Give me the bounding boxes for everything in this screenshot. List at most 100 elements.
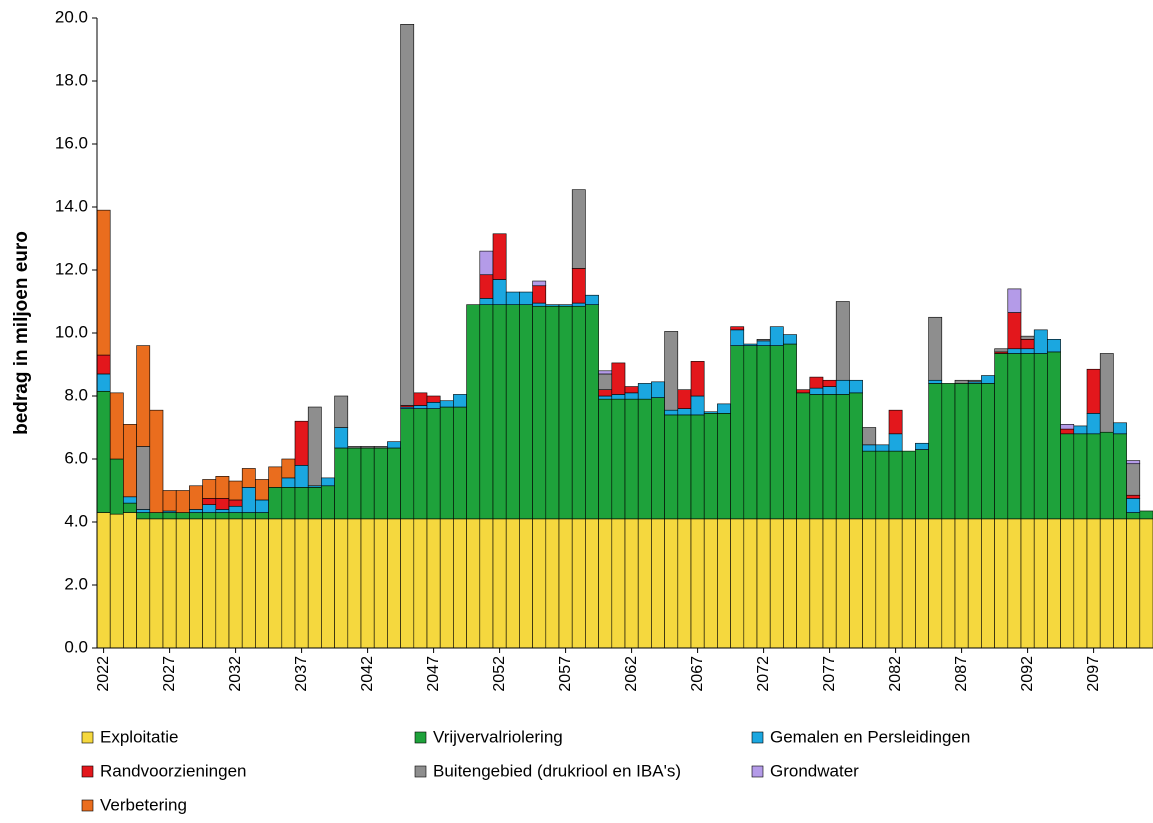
- bar-segment: [585, 294, 599, 305]
- bar-segment: [96, 373, 111, 392]
- bar-segment: [901, 518, 916, 649]
- bar-segment: [532, 280, 547, 287]
- bar-segment: [571, 302, 586, 307]
- bar-segment: [862, 444, 877, 452]
- bar-segment: [426, 401, 441, 409]
- bar-segment: [598, 398, 613, 520]
- bar-segment: [994, 518, 1009, 649]
- bar-segment: [624, 518, 639, 649]
- bar-segment: [809, 394, 824, 520]
- x-tick-label: 2067: [689, 656, 706, 692]
- x-tick-label: 2042: [359, 656, 376, 692]
- bar-segment: [1139, 510, 1153, 520]
- bar-segment: [1020, 518, 1035, 649]
- bar-segment: [1126, 518, 1141, 649]
- bar-segment: [981, 375, 995, 384]
- bar-segment: [835, 518, 850, 649]
- bar-segment: [1047, 351, 1061, 520]
- bar-segment: [1099, 431, 1114, 520]
- bar-segment: [426, 518, 441, 649]
- bar-segment: [268, 518, 283, 649]
- bar-segment: [189, 485, 203, 510]
- x-tick-label: 2022: [95, 656, 112, 692]
- bar-segment: [175, 490, 190, 513]
- bar-segment: [241, 468, 256, 488]
- bar-segment: [162, 490, 177, 512]
- bar-segment: [717, 518, 731, 649]
- bar-segment: [387, 518, 401, 649]
- bar-segment: [967, 383, 982, 520]
- bar-segment: [664, 409, 679, 416]
- bar-segment: [835, 301, 850, 381]
- x-tick-label: 2092: [1019, 656, 1036, 692]
- bar-segment: [426, 395, 441, 403]
- x-tick-label: 2077: [821, 656, 838, 692]
- bar-segment: [413, 392, 428, 406]
- bar-segment: [334, 427, 349, 449]
- bar-segment: [928, 316, 943, 381]
- x-tick-label: 2037: [293, 656, 310, 692]
- bar-segment: [202, 498, 217, 505]
- y-tick-label: 2.0: [64, 574, 88, 593]
- legend-label: Verbetering: [100, 795, 187, 814]
- bar-segment: [690, 518, 705, 649]
- bar-segment: [822, 518, 837, 649]
- bar-segment: [994, 348, 1009, 353]
- bar-segment: [677, 414, 692, 520]
- bar-segment: [756, 340, 771, 346]
- bar-segment: [413, 518, 428, 649]
- bar-segment: [400, 408, 415, 520]
- bar-segment: [334, 447, 349, 520]
- bar-segment: [862, 518, 877, 649]
- bar-segment: [558, 305, 573, 520]
- bar-segment: [413, 405, 428, 409]
- bar-segment: [1007, 348, 1022, 354]
- bar-segment: [215, 476, 230, 499]
- bar-segment: [690, 361, 705, 397]
- bar-segment: [637, 398, 652, 520]
- bar-segment: [1113, 433, 1127, 520]
- bar-segment: [96, 209, 111, 356]
- x-tick-label: 2082: [887, 656, 904, 692]
- bar-segment: [96, 354, 111, 375]
- bar-segment: [466, 304, 481, 520]
- legend-label: Grondwater: [770, 761, 859, 780]
- bar-segment: [466, 518, 481, 649]
- bar-segment: [175, 518, 190, 649]
- legend-swatch: [414, 765, 427, 778]
- bar-segment: [888, 450, 903, 520]
- bar-segment: [479, 304, 494, 520]
- bar-segment: [954, 518, 969, 649]
- bar-segment: [703, 413, 718, 520]
- bar-segment: [294, 518, 309, 649]
- bar-segment: [373, 518, 388, 649]
- bar-segment: [835, 379, 850, 395]
- bar-segment: [505, 304, 520, 520]
- bar-segment: [307, 518, 322, 649]
- x-tick-label: 2052: [491, 656, 508, 692]
- bar-segment: [571, 305, 586, 520]
- bar-segment: [703, 411, 718, 414]
- bar-segment: [783, 334, 797, 345]
- bar-segment: [281, 477, 296, 488]
- bar-segment: [281, 458, 296, 479]
- bar-segment: [888, 409, 903, 435]
- bar-segment: [598, 370, 613, 375]
- bar-segment: [1126, 512, 1141, 520]
- bar-segment: [703, 518, 718, 649]
- bar-segment: [915, 442, 929, 450]
- bar-segment: [268, 487, 283, 520]
- bar-segment: [149, 512, 164, 520]
- bar-segment: [1007, 518, 1022, 649]
- bar-segment: [519, 518, 533, 649]
- bar-segment: [453, 518, 467, 649]
- bar-segment: [281, 518, 296, 649]
- bar-segment: [545, 518, 560, 649]
- bar-segment: [149, 518, 164, 649]
- bar-segment: [1086, 368, 1101, 414]
- bar-segment: [413, 408, 428, 520]
- bar-segment: [585, 304, 599, 520]
- bar-segment: [743, 343, 758, 346]
- y-tick-label: 4.0: [64, 511, 88, 530]
